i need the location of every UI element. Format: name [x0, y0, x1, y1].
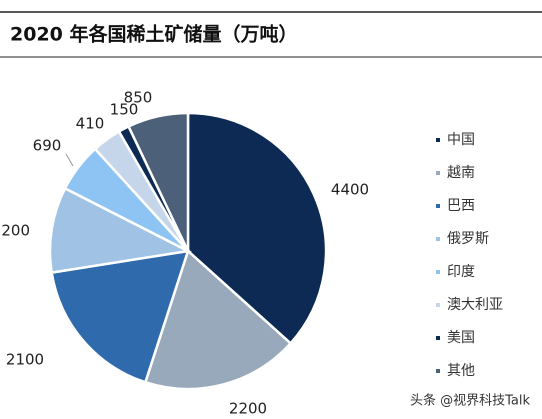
legend-marker: [436, 204, 440, 208]
data-label: 690: [33, 137, 62, 155]
data-label: 1200: [0, 222, 30, 240]
chart-title: 2020 年各国稀土矿储量（万吨）: [10, 23, 298, 46]
data-label: 4400: [331, 181, 369, 199]
pie-slice: [143, 248, 293, 391]
data-label: 150: [110, 101, 139, 119]
leader-line: [65, 153, 74, 167]
legend-marker: [436, 237, 440, 241]
watermark: 头条 @视界科技Talk: [410, 393, 530, 409]
legend-label: 澳大利亚: [447, 297, 503, 313]
legend-label: 印度: [447, 264, 475, 280]
legend-marker: [436, 336, 440, 340]
legend-marker: [436, 171, 440, 175]
data-label: 2200: [229, 400, 267, 418]
data-label: 850: [124, 89, 153, 107]
legend-marker: [436, 138, 440, 142]
legend-marker: [436, 303, 440, 307]
data-label: 410: [76, 115, 105, 133]
data-label: 2100: [6, 351, 44, 369]
legend-marker: [436, 369, 440, 373]
pie-slice: [126, 111, 190, 252]
legend-marker: [436, 270, 440, 274]
pie-slice: [48, 186, 192, 275]
legend-label: 美国: [447, 330, 475, 346]
pie-slice: [50, 249, 190, 384]
legend-label: 中国: [447, 132, 475, 148]
pie-slice: [186, 111, 328, 346]
legend-label: 其他: [447, 363, 475, 379]
legend-label: 越南: [447, 165, 475, 181]
legend-label: 巴西: [447, 198, 475, 214]
legend-label: 俄罗斯: [447, 231, 489, 247]
